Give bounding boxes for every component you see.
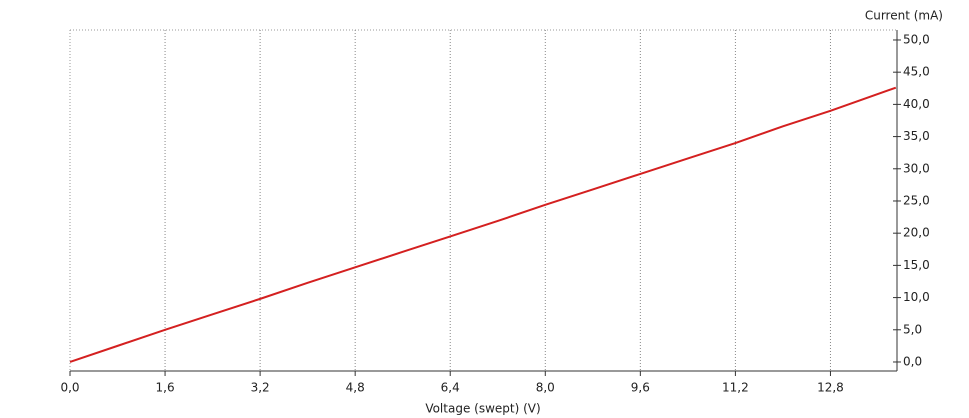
x-tick-label: 8,0	[536, 381, 555, 395]
y-tick-label: 35,0	[903, 129, 930, 143]
y-tick-label: 30,0	[903, 161, 930, 175]
x-tick-label: 9,6	[631, 381, 650, 395]
x-tick-label: 11,2	[722, 381, 749, 395]
x-tick-label: 6,4	[441, 381, 460, 395]
x-tick-label: 1,6	[156, 381, 175, 395]
y-tick-label: 15,0	[903, 258, 930, 272]
y-tick-label: 45,0	[903, 65, 930, 79]
y-tick-label: 25,0	[903, 193, 930, 207]
x-axis-label: Voltage (swept) (V)	[425, 402, 540, 416]
x-tick-label: 12,8	[817, 381, 844, 395]
x-tick-label: 0,0	[60, 381, 79, 395]
y-tick-label: 5,0	[903, 322, 922, 336]
y-tick-label: 20,0	[903, 226, 930, 240]
y-axis-label: Current (mA)	[865, 9, 943, 23]
x-tick-label: 3,2	[251, 381, 270, 395]
y-tick-label: 50,0	[903, 32, 930, 46]
data-line	[69, 86, 897, 363]
y-tick-label: 0,0	[903, 354, 922, 368]
y-tick-label: 10,0	[903, 290, 930, 304]
y-tick-label: 40,0	[903, 97, 930, 111]
x-tick-label: 4,8	[346, 381, 365, 395]
